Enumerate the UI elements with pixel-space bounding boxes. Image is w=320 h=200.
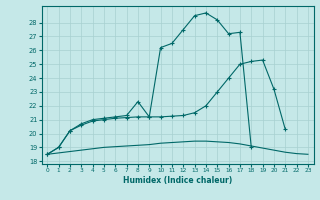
X-axis label: Humidex (Indice chaleur): Humidex (Indice chaleur) — [123, 176, 232, 185]
